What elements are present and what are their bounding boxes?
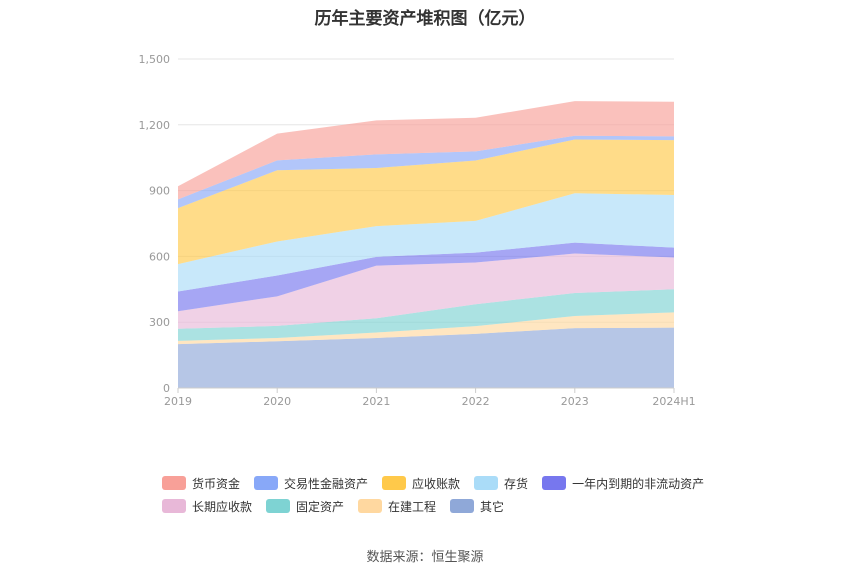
legend-label: 长期应收款 xyxy=(192,499,253,514)
legend-label: 应收账款 xyxy=(412,476,461,491)
x-tick-label: 2019 xyxy=(164,395,192,408)
y-tick-label: 900 xyxy=(149,185,170,198)
legend-swatch xyxy=(474,476,499,490)
x-tick-label: 2020 xyxy=(263,395,291,408)
legend-label: 交易性金融资产 xyxy=(284,476,369,491)
legend-swatch xyxy=(542,476,567,490)
legend-swatch xyxy=(162,499,186,513)
legend-swatch xyxy=(358,499,383,513)
x-tick-label: 2021 xyxy=(362,395,390,408)
legend-item[interactable]: 一年内到期的非流动资产 xyxy=(542,475,704,492)
legend-swatch xyxy=(382,476,407,490)
legend-swatch xyxy=(266,499,291,513)
legend-label: 存货 xyxy=(504,476,529,491)
legend-label: 其它 xyxy=(480,499,505,514)
legend-label: 固定资产 xyxy=(296,499,345,514)
legend-item[interactable]: 固定资产 xyxy=(266,498,344,515)
axes: 0 300 600 900 1,200 1,500 2019 2020 2021 2022 2023… xyxy=(139,53,696,408)
area-series-layer xyxy=(178,101,674,388)
area-series-在建工程 xyxy=(178,312,674,345)
legend: 货币资金 交易性金融资产 应收账款 存货 一年内到期的非流动资产 长期应收款 固定资产 在建… xyxy=(162,472,722,518)
y-tick-label: 600 xyxy=(149,250,170,263)
area-series-一年内到期的非流动资产 xyxy=(178,242,674,312)
y-tick-label: 1,200 xyxy=(139,119,171,132)
area-series-其它 xyxy=(178,327,674,388)
legend-swatch xyxy=(162,476,186,490)
legend-row: 长期应收款 固定资产 在建工程 其它 xyxy=(162,495,722,517)
legend-item[interactable]: 交易性金融资产 xyxy=(254,475,368,492)
legend-item[interactable]: 其它 xyxy=(450,498,504,515)
x-tick-label: 2022 xyxy=(462,395,490,408)
legend-row: 货币资金 交易性金融资产 应收账款 存货 一年内到期的非流动资产 xyxy=(162,472,722,494)
legend-swatch xyxy=(450,499,475,513)
y-tick-label: 0 xyxy=(163,382,170,395)
area-series-存货 xyxy=(178,193,674,292)
legend-item[interactable]: 长期应收款 xyxy=(162,498,252,515)
area-series-长期应收款 xyxy=(178,253,674,329)
chart-title: 历年主要资产堆积图（亿元） xyxy=(314,9,536,29)
y-tick-label: 1,500 xyxy=(139,53,171,66)
data-source-note: 数据来源：恒生聚源 xyxy=(366,550,484,565)
legend-label: 一年内到期的非流动资产 xyxy=(572,476,705,491)
legend-item[interactable]: 存货 xyxy=(474,475,528,492)
area-series-应收账款 xyxy=(178,139,674,265)
area-series-货币资金 xyxy=(178,101,674,200)
legend-item[interactable]: 货币资金 xyxy=(162,475,240,492)
legend-swatch xyxy=(254,476,279,490)
legend-label: 货币资金 xyxy=(192,476,241,491)
y-tick-label: 300 xyxy=(149,316,170,329)
x-tick-label: 2023 xyxy=(561,395,589,408)
area-series-固定资产 xyxy=(178,289,674,341)
legend-item[interactable]: 应收账款 xyxy=(382,475,460,492)
x-tick-label: 2024H1 xyxy=(652,395,695,408)
legend-item[interactable]: 在建工程 xyxy=(358,498,436,515)
legend-label: 在建工程 xyxy=(388,499,437,514)
stacked-area-chart: 0 300 600 900 1,200 1,500 2019 2020 2021 2022 2023… xyxy=(139,53,696,408)
